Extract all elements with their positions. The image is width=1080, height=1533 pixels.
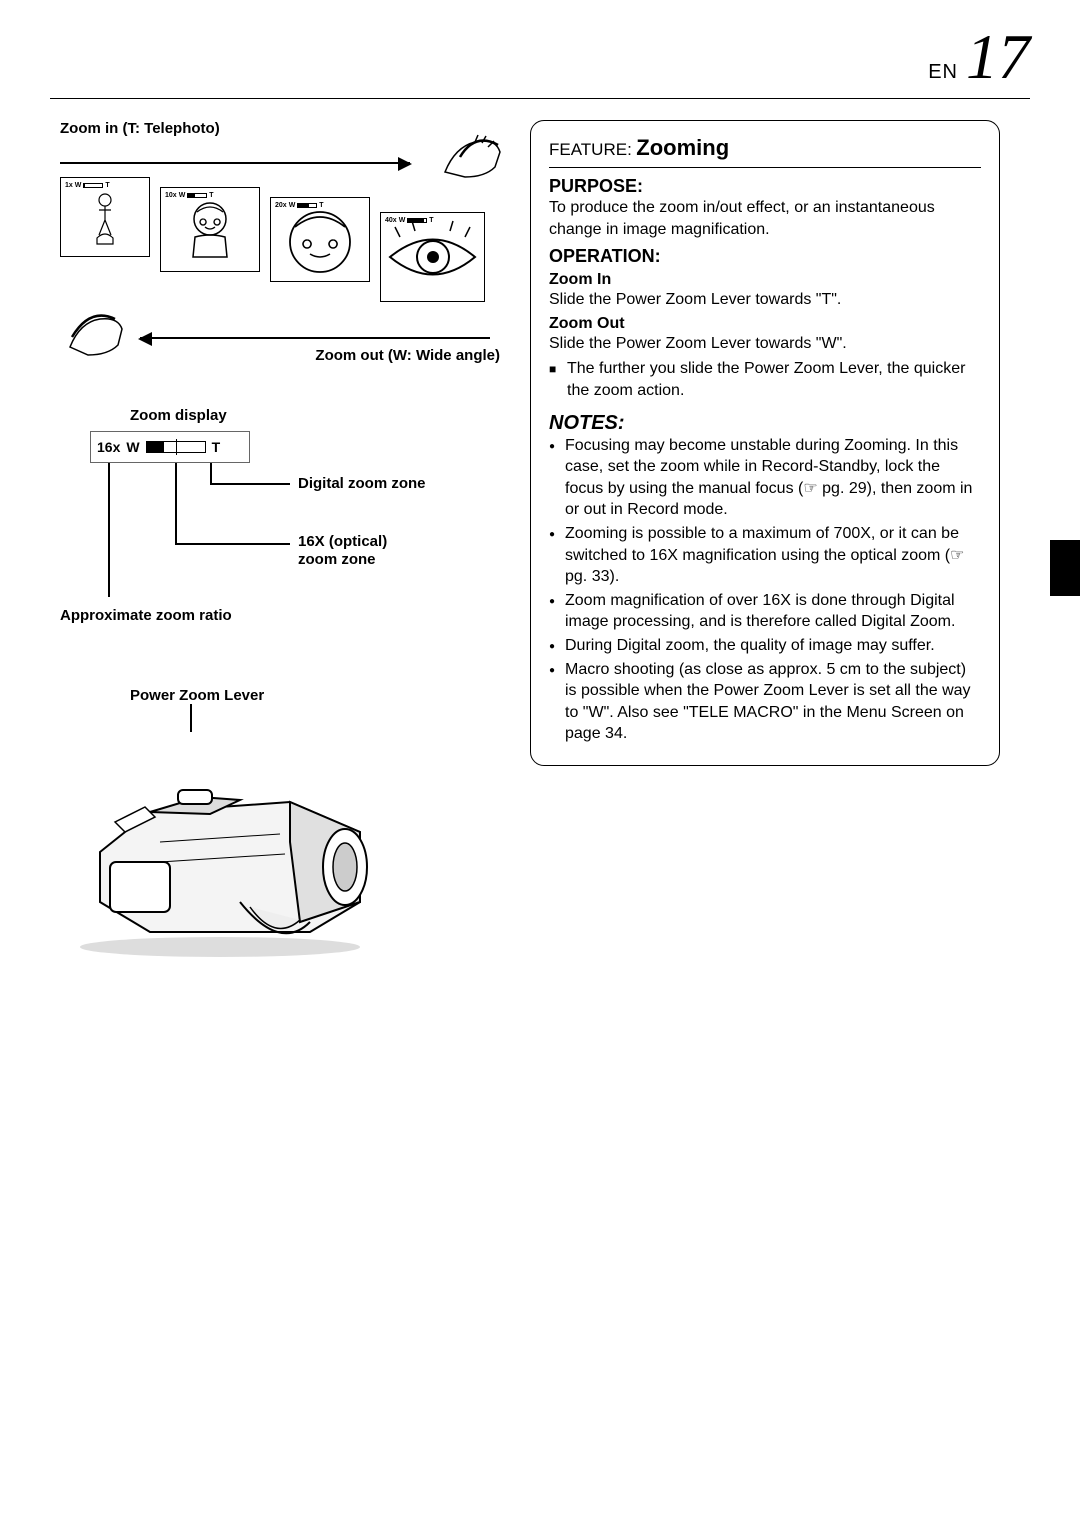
zoom-frame-3: 20x W T: [270, 197, 370, 282]
operation-head: OPERATION:: [549, 246, 981, 267]
frame-2-w: W: [179, 192, 186, 199]
face-large-icon: [275, 202, 365, 277]
page-number: 17: [966, 20, 1030, 94]
purpose-head: PURPOSE:: [549, 176, 981, 197]
header-rule: [50, 98, 1030, 99]
feature-name: Zooming: [636, 135, 729, 160]
notes-head: NOTES:: [549, 412, 981, 435]
section-tab: [1050, 540, 1080, 596]
zoom-in-text: Slide the Power Zoom Lever towards "T".: [549, 289, 981, 311]
note-2: Zooming is possible to a maximum of 700X…: [549, 523, 981, 588]
feature-box: FEATURE: Zooming PURPOSE: To produce the…: [530, 120, 1000, 766]
zoom-display-value: 16x: [97, 439, 120, 455]
frame-4-w: W: [399, 217, 406, 224]
optical-zone-label-2: zoom zone: [298, 551, 376, 568]
zoom-sequence-diagram: 1x W T 10x W T 20x W T: [60, 137, 500, 367]
notes-list: Focusing may become unstable during Zoom…: [549, 435, 981, 745]
arrow-zoom-in: [60, 162, 410, 164]
arrow-zoom-out: [140, 337, 490, 339]
zd-t: T: [212, 439, 221, 455]
zoom-display-label: Zoom display: [130, 407, 227, 424]
zoom-bar: [146, 441, 206, 453]
lever-t-icon: [440, 127, 510, 192]
frame-4-ratio: 40x: [385, 217, 397, 224]
figure-small-icon: [85, 190, 125, 245]
purpose-text: To produce the zoom in/out effect, or an…: [549, 197, 981, 240]
left-column: Zoom in (T: Telephoto) 1x W T 10x W T: [60, 120, 500, 962]
op-bullet-1: The further you slide the Power Zoom Lev…: [549, 358, 981, 401]
note-3: Zoom magnification of over 16X is done t…: [549, 590, 981, 633]
optical-zone-label-1: 16X (optical): [298, 533, 387, 550]
power-lever-label: Power Zoom Lever: [130, 687, 500, 704]
zoom-in-label: Zoom in (T: Telephoto): [60, 120, 500, 137]
frame-4-t: T: [429, 217, 433, 224]
note-1: Focusing may become unstable during Zoom…: [549, 435, 981, 521]
figure-med-icon: [175, 197, 245, 262]
digital-zone-label: Digital zoom zone: [298, 475, 426, 492]
frame-1-ratio: 1x: [65, 182, 73, 189]
frame-2-t: T: [209, 192, 213, 199]
zoom-frame-1: 1x W T: [60, 177, 150, 257]
frame-1-t: T: [105, 182, 109, 189]
approx-ratio-label: Approximate zoom ratio: [60, 607, 232, 624]
zoom-display-diagram: Zoom display 16x W T Digital zoom zone 1…: [60, 407, 500, 627]
page-lang: EN: [928, 61, 958, 84]
zoom-in-head: Zoom In: [549, 271, 981, 289]
note-5: Macro shooting (as close as approx. 5 cm…: [549, 659, 981, 745]
zoom-frame-2: 10x W T: [160, 187, 260, 272]
feature-prefix: FEATURE:: [549, 140, 632, 159]
feature-title-row: FEATURE: Zooming: [549, 135, 981, 168]
power-lever-block: Power Zoom Lever: [60, 687, 500, 962]
frame-3-t: T: [319, 202, 323, 209]
frame-2-ratio: 10x: [165, 192, 177, 199]
zoom-out-head: Zoom Out: [549, 315, 981, 333]
zoom-display-indicator: 16x W T: [90, 431, 250, 463]
zoom-frame-4: 40x W T: [380, 212, 485, 302]
zoom-out-label: Zoom out (W: Wide angle): [315, 347, 500, 364]
operation-bullets: The further you slide the Power Zoom Lev…: [549, 358, 981, 401]
note-4: During Digital zoom, the quality of imag…: [549, 635, 981, 657]
eye-closeup-icon: [385, 217, 480, 297]
page-header: EN 17: [928, 20, 1030, 94]
frame-3-w: W: [289, 202, 296, 209]
frame-1-w: W: [75, 182, 82, 189]
zoom-out-text: Slide the Power Zoom Lever towards "W".: [549, 333, 981, 355]
camcorder-illustration: [60, 752, 400, 962]
zd-w: W: [126, 439, 139, 455]
lever-w-icon: [60, 307, 130, 372]
right-column: FEATURE: Zooming PURPOSE: To produce the…: [530, 120, 1000, 766]
frame-3-ratio: 20x: [275, 202, 287, 209]
